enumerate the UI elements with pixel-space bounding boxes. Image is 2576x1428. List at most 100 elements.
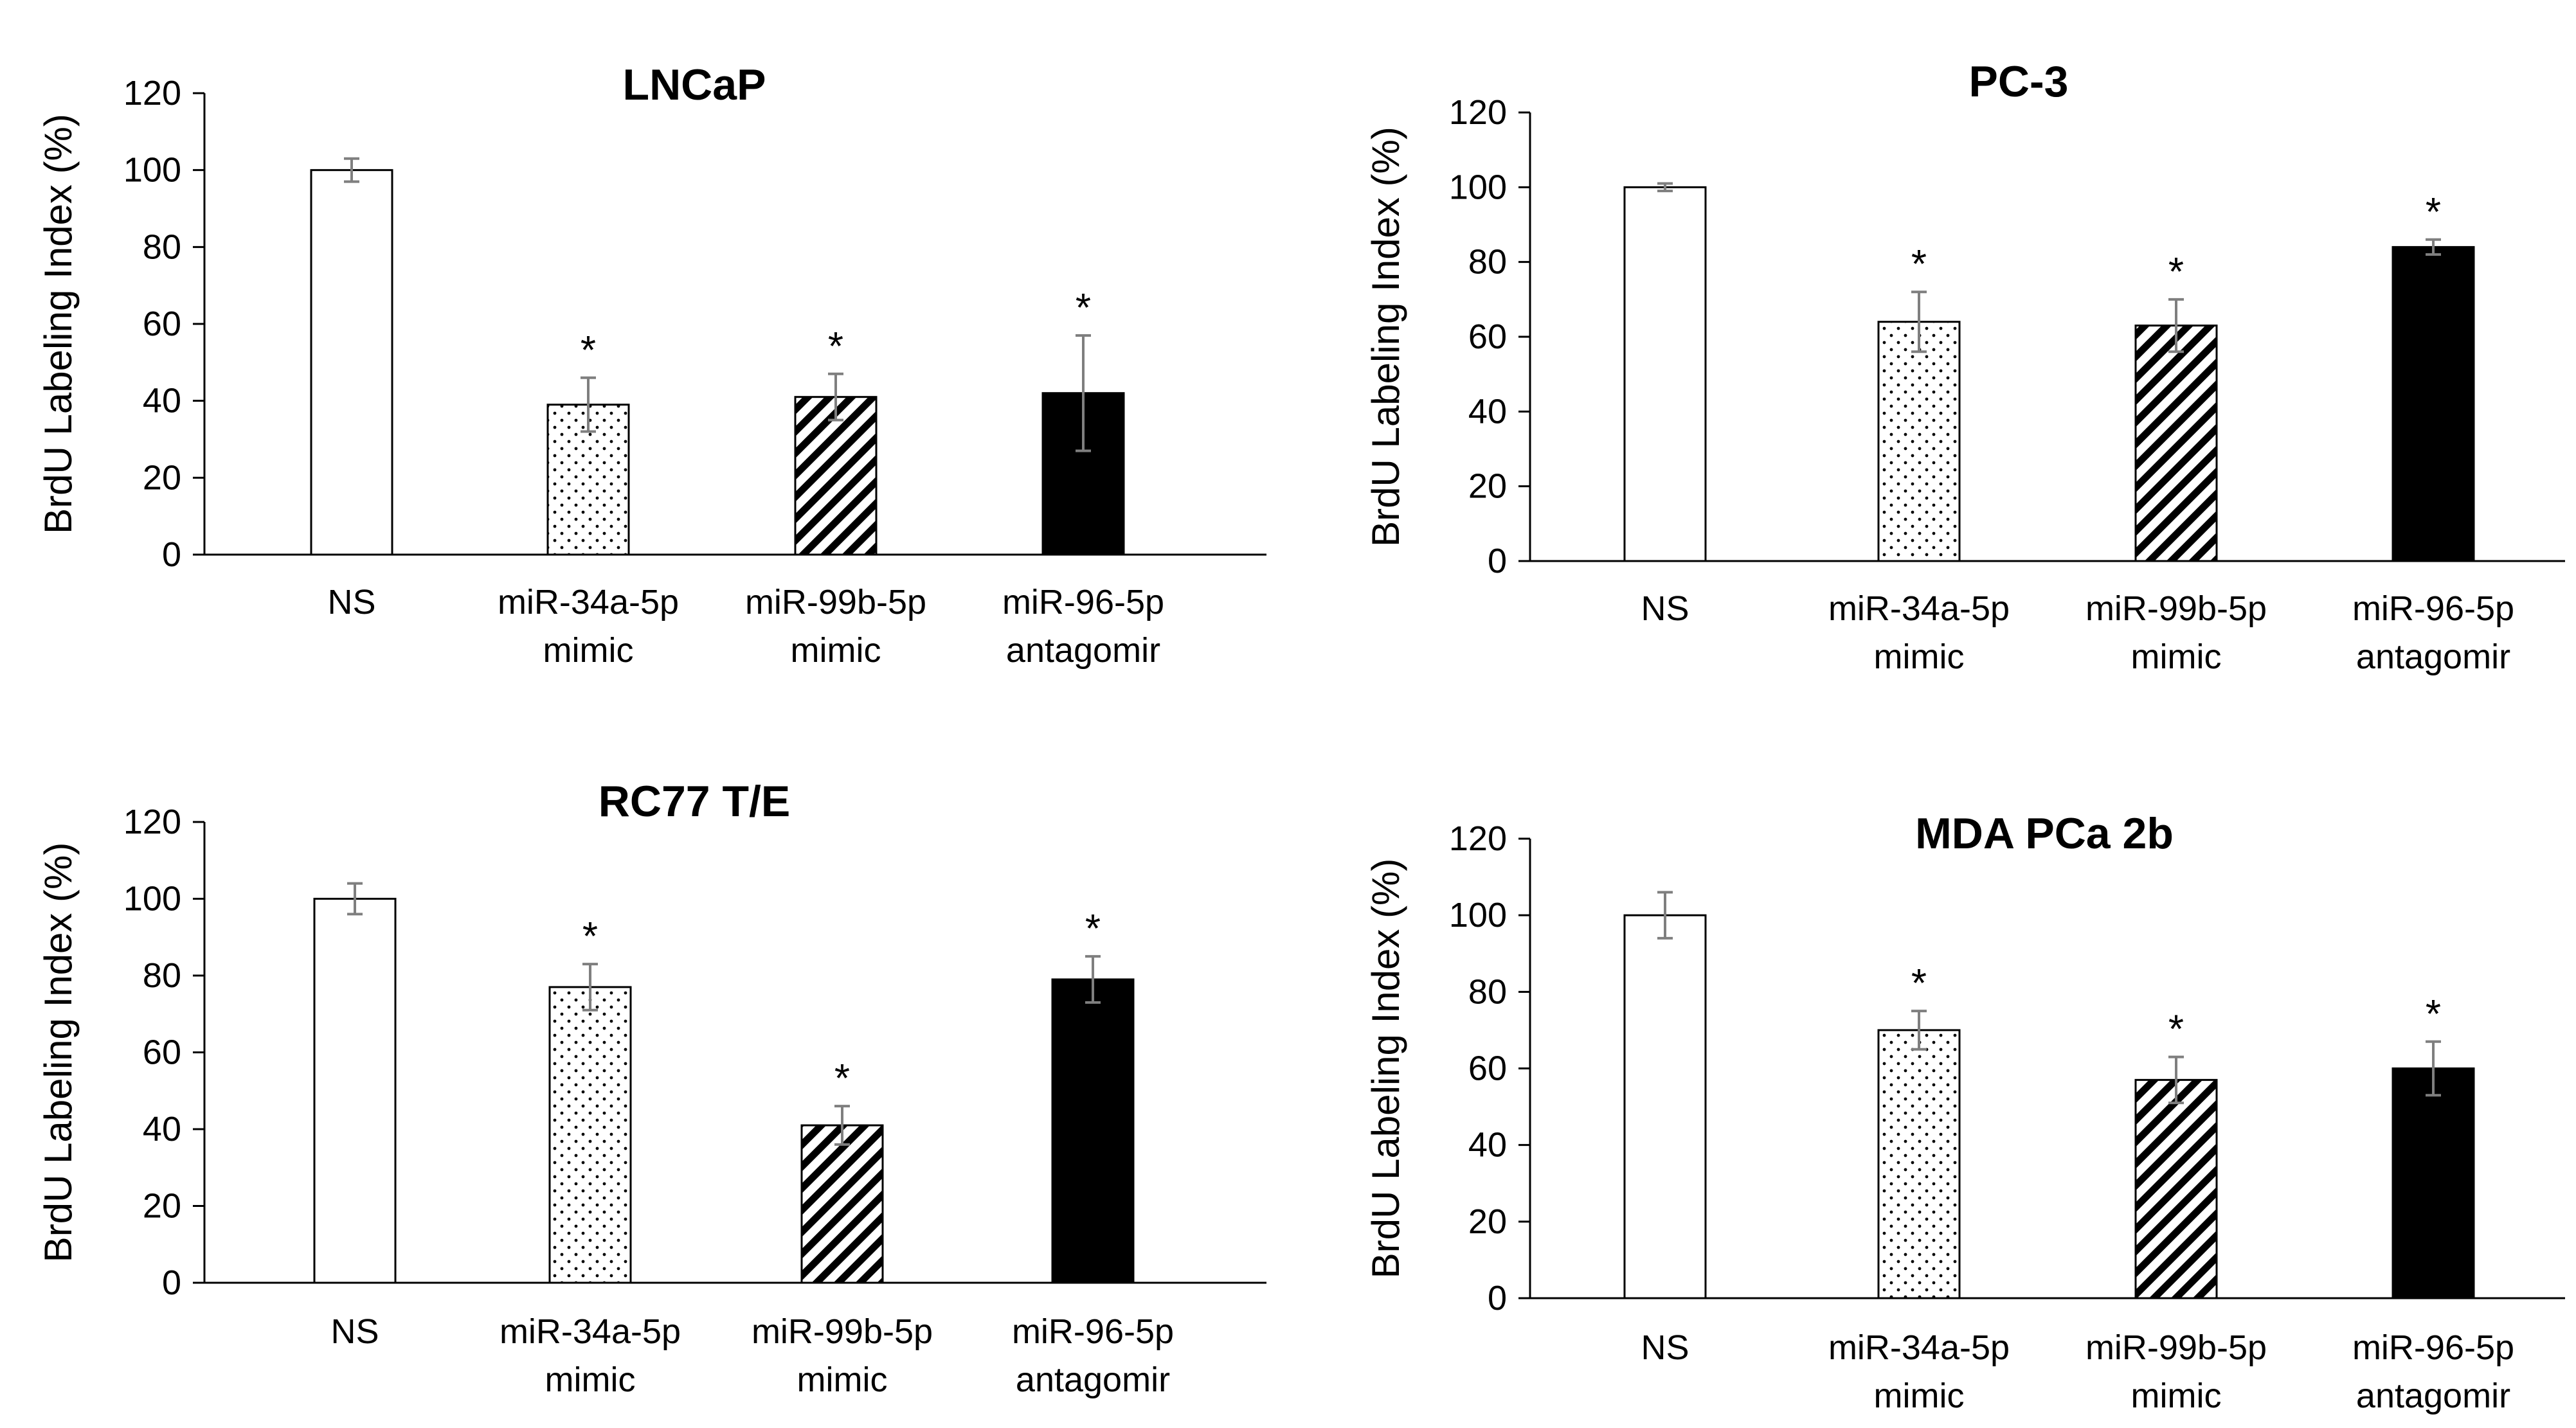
- significance-marker: *: [1076, 286, 1091, 330]
- category-label: miR-34a-5p: [500, 1312, 681, 1351]
- category-label: mimic: [1874, 1377, 1965, 1415]
- bar: [313, 898, 397, 1284]
- significance-marker: *: [2168, 250, 2184, 294]
- y-tick-label: 20: [143, 458, 181, 497]
- significance-marker: *: [1911, 242, 1927, 287]
- category-label: miR-96-5p: [1012, 1312, 1174, 1351]
- category-label: NS: [330, 1312, 379, 1351]
- error-bar: [1657, 182, 1673, 193]
- y-tick-label: 60: [143, 305, 181, 343]
- category-label: mimic: [1874, 638, 1965, 676]
- bar: [548, 986, 632, 1284]
- y-tick-label: 20: [143, 1187, 181, 1226]
- y-axis-title: BrdU Labeling Index (%): [37, 114, 80, 534]
- category-label: antagomir: [1006, 631, 1160, 670]
- category-label: miR-99b-5p: [2085, 589, 2267, 628]
- significance-marker: *: [2426, 992, 2441, 1037]
- y-tick-label: 20: [1468, 1202, 1507, 1241]
- category-label: miR-34a-5p: [498, 583, 679, 621]
- y-tick-label: 60: [143, 1033, 181, 1072]
- significance-marker: *: [828, 325, 843, 369]
- error-bar: [2426, 238, 2441, 256]
- chart-title: PC-3: [1969, 57, 2069, 106]
- chart-panel-lncap: LNCaP BrdU Labeling Index (%) 0 20 40 60 80 1…: [37, 60, 1266, 670]
- error-bar: [1911, 290, 1927, 353]
- chart-panel-pc3: PC-3 BrdU Labeling Index (%) 0 20 40 60 80 10…: [1364, 57, 2565, 676]
- category-label: mimic: [543, 631, 634, 670]
- chart-panel-mda-pca-2b: MDA PCa 2b BrdU Labeling Index (%) 0 20 40…: [1364, 809, 2565, 1415]
- significance-marker: *: [1911, 961, 1927, 1006]
- y-tick-label: 120: [1449, 819, 1507, 858]
- chart-title: MDA PCa 2b: [1915, 809, 2174, 858]
- y-tick-label: 80: [1468, 972, 1507, 1011]
- y-tick-label: 0: [1488, 1279, 1507, 1317]
- category-label: miR-96-5p: [2352, 589, 2514, 628]
- category-label: antagomir: [2356, 638, 2510, 676]
- y-tick-label: 100: [1449, 168, 1507, 206]
- y-tick-label: 120: [123, 803, 181, 841]
- chart-title: LNCaP: [623, 60, 766, 109]
- significance-marker: *: [834, 1057, 850, 1101]
- category-label: miR-99b-5p: [745, 583, 926, 621]
- chart-title: RC77 T/E: [599, 777, 791, 826]
- y-tick-label: 0: [1488, 542, 1507, 580]
- category-label: miR-99b-5p: [752, 1312, 933, 1351]
- error-bar: [834, 1105, 850, 1146]
- y-tick-label: 0: [162, 535, 181, 574]
- bar: [794, 396, 878, 556]
- bar: [800, 1124, 884, 1284]
- y-axis-title: BrdU Labeling Index (%): [1364, 127, 1407, 547]
- bar: [1623, 914, 1707, 1299]
- bar: [2391, 1067, 2475, 1299]
- y-tick-label: 40: [1468, 392, 1507, 431]
- significance-marker: *: [2426, 190, 2441, 235]
- error-bar: [344, 157, 359, 183]
- category-label: mimic: [545, 1361, 636, 1399]
- y-axis-title: BrdU Labeling Index (%): [1364, 859, 1407, 1279]
- bar: [2134, 325, 2218, 562]
- error-bar: [1657, 891, 1673, 940]
- bar: [1051, 978, 1135, 1284]
- y-tick-label: 80: [1468, 243, 1507, 281]
- category-label: mimic: [2131, 1377, 2222, 1415]
- category-label: NS: [1641, 1328, 1689, 1367]
- category-label: miR-99b-5p: [2085, 1328, 2267, 1367]
- error-bar: [581, 376, 596, 433]
- bar: [1877, 1029, 1961, 1299]
- y-tick-label: 0: [162, 1263, 181, 1302]
- y-tick-label: 100: [123, 151, 181, 190]
- significance-marker: *: [1085, 907, 1101, 951]
- bar: [2134, 1078, 2218, 1299]
- error-bar: [1076, 334, 1091, 452]
- y-tick-label: 80: [143, 956, 181, 995]
- category-label: miR-34a-5p: [1828, 589, 2010, 628]
- y-tick-label: 40: [143, 382, 181, 420]
- bar: [1623, 186, 1707, 562]
- y-tick-label: 120: [123, 74, 181, 112]
- y-tick-label: 80: [143, 228, 181, 266]
- error-bar: [582, 963, 598, 1012]
- category-label: miR-96-5p: [1002, 583, 1164, 621]
- error-bar: [2168, 1055, 2184, 1105]
- category-label: mimic: [2131, 638, 2222, 676]
- y-tick-label: 100: [1449, 896, 1507, 934]
- category-label: NS: [327, 583, 375, 621]
- category-label: NS: [1641, 589, 1689, 628]
- error-bar: [2168, 298, 2184, 353]
- y-tick-label: 60: [1468, 317, 1507, 356]
- category-label: antagomir: [1016, 1361, 1170, 1399]
- category-label: miR-34a-5p: [1828, 1328, 2010, 1367]
- category-label: mimic: [791, 631, 881, 670]
- significance-marker: *: [2168, 1008, 2184, 1052]
- error-bar: [828, 372, 843, 422]
- y-axis-title: BrdU Labeling Index (%): [37, 843, 80, 1263]
- error-bar: [2426, 1040, 2441, 1097]
- category-label: mimic: [797, 1361, 888, 1399]
- significance-marker: *: [582, 915, 598, 959]
- y-tick-label: 100: [123, 880, 181, 918]
- error-bar: [347, 882, 363, 916]
- bar: [310, 169, 393, 556]
- error-bar: [1085, 955, 1101, 1004]
- y-tick-label: 40: [1468, 1126, 1507, 1165]
- chart-panel-rc77-te: RC77 T/E BrdU Labeling Index (%) 0 20 40 60…: [37, 777, 1266, 1399]
